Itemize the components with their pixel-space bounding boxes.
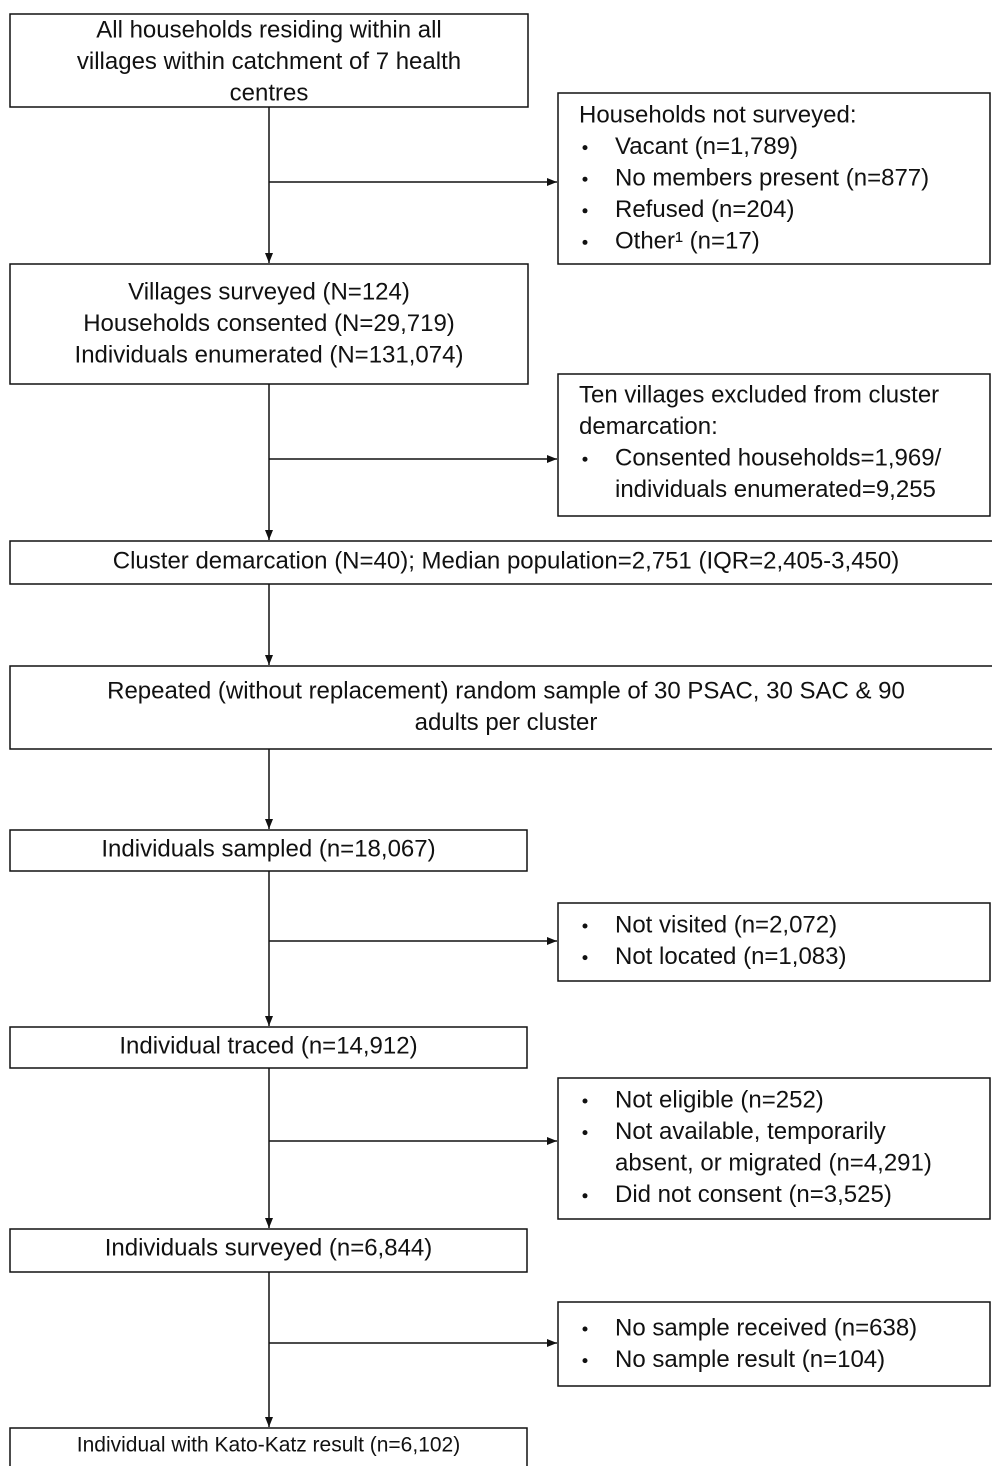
bullet [582, 145, 588, 151]
process-box [9, 1427, 528, 1466]
bullet [582, 208, 588, 214]
process-box [9, 829, 528, 872]
bullet [582, 1358, 588, 1364]
box-text: Cluster demarcation (N=40); Median popul… [113, 547, 899, 574]
bullet-text: Not located (n=1,083) [615, 943, 846, 970]
box-text: Individual traced (n=14,912) [119, 1032, 417, 1059]
bullet-text: Refused (n=204) [615, 196, 794, 223]
exclusion-box [557, 373, 991, 517]
bullet [582, 1326, 588, 1332]
box-text: Households consented (N=29,719) [83, 310, 455, 337]
bullet-text: Did not consent (n=3,525) [615, 1181, 892, 1208]
process-box [9, 1228, 528, 1273]
box-text: centres [230, 80, 309, 107]
bullet [582, 239, 588, 245]
bullet [582, 955, 588, 961]
box-text: Repeated (without replacement) random sa… [107, 677, 905, 704]
box-text: villages within catchment of 7 health [77, 48, 461, 75]
bullet-text: Consented households=1,969/ [615, 445, 942, 472]
bullet-text: Not available, temporarily [615, 1118, 886, 1145]
box-text: Individual with Kato-Katz result (n=6,10… [77, 1434, 460, 1457]
bullet [582, 1130, 588, 1136]
exclusion-heading: demarcation: [579, 413, 718, 440]
bullet [582, 456, 588, 462]
box-text: Individuals enumerated (N=131,074) [75, 342, 464, 369]
bullet-text: Other¹ (n=17) [615, 228, 760, 255]
bullet-text: Vacant (n=1,789) [615, 133, 798, 160]
bullet-text: No sample received (n=638) [615, 1314, 917, 1341]
process-box [9, 1026, 528, 1069]
process-box [9, 540, 992, 585]
box-text: adults per cluster [415, 709, 598, 736]
process-box [9, 665, 992, 750]
box-text: All households residing within all [96, 16, 442, 43]
process-box [9, 13, 529, 108]
box-text: Individuals sampled (n=18,067) [101, 835, 435, 862]
bullet [582, 1098, 588, 1104]
box-text: Villages surveyed (N=124) [128, 278, 410, 305]
exclusion-box [557, 902, 991, 982]
exclusion-box [557, 1077, 991, 1220]
process-box [9, 263, 529, 385]
bullet-text: absent, or migrated (n=4,291) [615, 1150, 932, 1177]
exclusion-heading: Households not surveyed: [579, 101, 857, 128]
bullet-text: Not eligible (n=252) [615, 1086, 824, 1113]
bullet [582, 923, 588, 929]
bullet [582, 176, 588, 182]
bullet [582, 1193, 588, 1199]
bullet-text: No members present (n=877) [615, 165, 929, 192]
exclusion-box [557, 1301, 991, 1387]
bullet-text: No sample result (n=104) [615, 1346, 885, 1373]
box-text: Individuals surveyed (n=6,844) [105, 1234, 433, 1261]
exclusion-box [557, 92, 991, 265]
bullet-text: individuals enumerated=9,255 [615, 476, 936, 503]
bullet-text: Not visited (n=2,072) [615, 911, 837, 938]
arrows [265, 107, 557, 1427]
exclusion-heading: Ten villages excluded from cluster [579, 381, 939, 408]
